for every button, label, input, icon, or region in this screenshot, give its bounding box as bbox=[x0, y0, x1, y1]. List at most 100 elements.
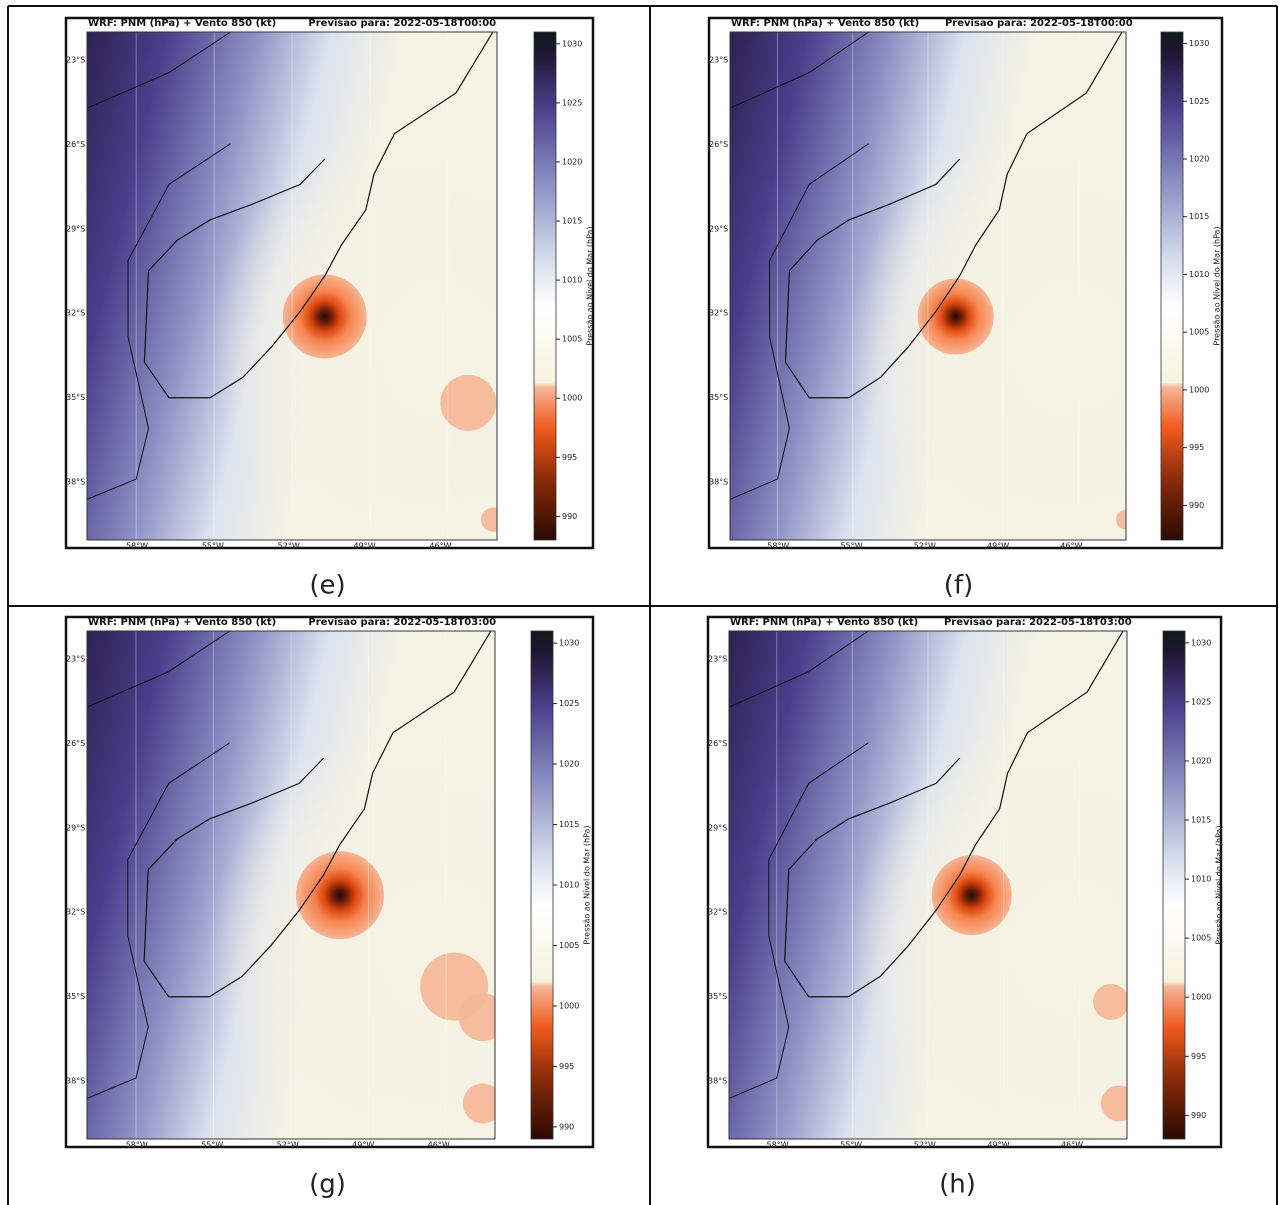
colorbar-label: Pressão ao Nível do Mar (hPa) bbox=[1215, 825, 1224, 944]
cyclone bbox=[917, 278, 994, 355]
colorbar-tick-label: 990 bbox=[1189, 501, 1204, 510]
colorbar-tick-label: 1000 bbox=[1191, 993, 1211, 1002]
colorbar-tick-label: 995 bbox=[1191, 1052, 1206, 1061]
lat-label: 23°S bbox=[66, 56, 85, 65]
colorbar-tick-label: 1000 bbox=[559, 1001, 579, 1010]
coastline bbox=[143, 32, 494, 399]
lon-label: 46°W bbox=[1060, 542, 1082, 551]
lat-label: 35°S bbox=[66, 992, 85, 1001]
colorbar-tick-label: 1025 bbox=[1189, 97, 1209, 106]
map-panel: WRF: PNM (hPa) + Vento 850 (kt) Previsao … bbox=[707, 16, 1224, 601]
colorbar-tick-label: 1000 bbox=[1189, 385, 1209, 394]
colorbar-tick-label: 1030 bbox=[1189, 39, 1209, 48]
map-panel: WRF: PNM (hPa) + Vento 850 (kt) Previsao … bbox=[64, 615, 595, 1200]
panel-caption: (h) bbox=[939, 1170, 976, 1200]
panel-title: WRF: PNM (hPa) + Vento 850 (kt) bbox=[88, 617, 276, 628]
colorbar-tick-label: 1025 bbox=[1191, 697, 1211, 706]
border-line bbox=[87, 32, 231, 109]
panel-forecast: Previsao para: 2022-05-18T03:00 bbox=[308, 617, 496, 628]
map-panel: WRF: PNM (hPa) + Vento 850 (kt) Previsao … bbox=[706, 615, 1224, 1200]
panel-forecast: Previsao para: 2022-05-18T00:00 bbox=[945, 18, 1133, 29]
colorbar-tick-label: 1005 bbox=[1189, 328, 1209, 337]
colorbar-tick-label: 1000 bbox=[562, 394, 582, 403]
coastline bbox=[784, 32, 1123, 399]
lon-label: 58°W bbox=[767, 542, 789, 551]
lat-label: 29°S bbox=[66, 224, 85, 233]
lon-label: 46°W bbox=[428, 1141, 450, 1150]
colorbar-tick-label: 1020 bbox=[562, 157, 582, 166]
lat-label: 26°S bbox=[66, 739, 85, 748]
colorbar-tick-label: 990 bbox=[559, 1122, 574, 1131]
colorbar-label: Pressão ao Nível do Mar (hPa) bbox=[1213, 226, 1222, 345]
lon-label: 49°W bbox=[987, 1141, 1009, 1150]
table-borders bbox=[7, 5, 1278, 1205]
colorbar-tick-label: 1020 bbox=[1189, 155, 1209, 164]
low-area bbox=[462, 1083, 495, 1124]
lat-label: 23°S bbox=[66, 655, 85, 664]
coastline bbox=[784, 631, 1124, 998]
border-line bbox=[87, 631, 231, 708]
cyclone bbox=[282, 274, 367, 359]
panel-title: WRF: PNM (hPa) + Vento 850 (kt) bbox=[730, 617, 918, 628]
colorbar-tick-label: 1030 bbox=[562, 39, 582, 48]
panel-forecast: Previsao para: 2022-05-18T03:00 bbox=[944, 617, 1132, 628]
colorbar-tick-label: 1015 bbox=[559, 820, 579, 829]
colorbar-tick-label: 1015 bbox=[1189, 212, 1209, 221]
lat-label: 35°S bbox=[66, 393, 85, 402]
colorbar-tick-label: 1030 bbox=[1191, 638, 1211, 647]
lon-label: 46°W bbox=[1061, 1141, 1083, 1150]
lon-label: 55°W bbox=[840, 1141, 862, 1150]
lat-label: 23°S bbox=[708, 655, 727, 664]
colorbar-tick-label: 1010 bbox=[1191, 875, 1211, 884]
colorbar-label: Pressão ao Nível do Mar (hPa) bbox=[583, 825, 592, 944]
colorbar-tick-label: 995 bbox=[1189, 443, 1204, 452]
border-line bbox=[730, 32, 869, 109]
map-frame bbox=[86, 31, 498, 541]
colorbar-tick-label: 1025 bbox=[559, 699, 579, 708]
colorbar-label: Pressão ao Nível do Mar (hPa) bbox=[586, 226, 595, 345]
lon-label: 52°W bbox=[278, 542, 300, 551]
lon-label: 52°W bbox=[277, 1141, 299, 1150]
lat-label: 32°S bbox=[66, 908, 85, 917]
colorbar bbox=[1162, 630, 1186, 1140]
lon-label: 49°W bbox=[987, 542, 1009, 551]
map-frame bbox=[86, 630, 496, 1140]
colorbar-tick-label: 990 bbox=[1191, 1111, 1206, 1120]
lon-label: 55°W bbox=[841, 542, 863, 551]
low-area bbox=[458, 993, 495, 1042]
colorbar bbox=[530, 630, 554, 1140]
panel-title: WRF: PNM (hPa) + Vento 850 (kt) bbox=[731, 18, 919, 29]
lat-label: 32°S bbox=[709, 309, 728, 318]
lat-label: 38°S bbox=[66, 478, 85, 487]
lat-label: 32°S bbox=[708, 908, 727, 917]
lat-label: 23°S bbox=[709, 56, 728, 65]
lat-label: 29°S bbox=[66, 823, 85, 832]
lon-label: 55°W bbox=[201, 1141, 223, 1150]
lat-label: 38°S bbox=[708, 1077, 727, 1086]
colorbar-tick-label: 1015 bbox=[1191, 816, 1211, 825]
colorbar-tick-label: 1010 bbox=[1189, 270, 1209, 279]
lon-label: 49°W bbox=[352, 1141, 374, 1150]
colorbar-tick-label: 1020 bbox=[559, 760, 579, 769]
colorbar-tick-label: 995 bbox=[559, 1062, 574, 1071]
colorbar-tick-label: 1010 bbox=[559, 881, 579, 890]
lat-label: 26°S bbox=[66, 140, 85, 149]
colorbar-tick-label: 1020 bbox=[1191, 756, 1211, 765]
low-area bbox=[1101, 1085, 1127, 1122]
lon-label: 58°W bbox=[767, 1141, 789, 1150]
lon-label: 49°W bbox=[354, 542, 376, 551]
lon-label: 58°W bbox=[126, 1141, 148, 1150]
cyclone bbox=[295, 851, 384, 940]
colorbar bbox=[1160, 31, 1184, 541]
map-frame bbox=[729, 31, 1127, 541]
map-field bbox=[730, 32, 1126, 540]
colorbar-tick-label: 1005 bbox=[1191, 934, 1211, 943]
lat-label: 38°S bbox=[66, 1077, 85, 1086]
colorbar-tick-label: 990 bbox=[562, 512, 577, 521]
border-line bbox=[87, 143, 231, 500]
lat-label: 29°S bbox=[708, 823, 727, 832]
map-frame bbox=[728, 630, 1128, 1140]
border-line bbox=[87, 742, 231, 1099]
panel-caption: (e) bbox=[309, 571, 345, 601]
